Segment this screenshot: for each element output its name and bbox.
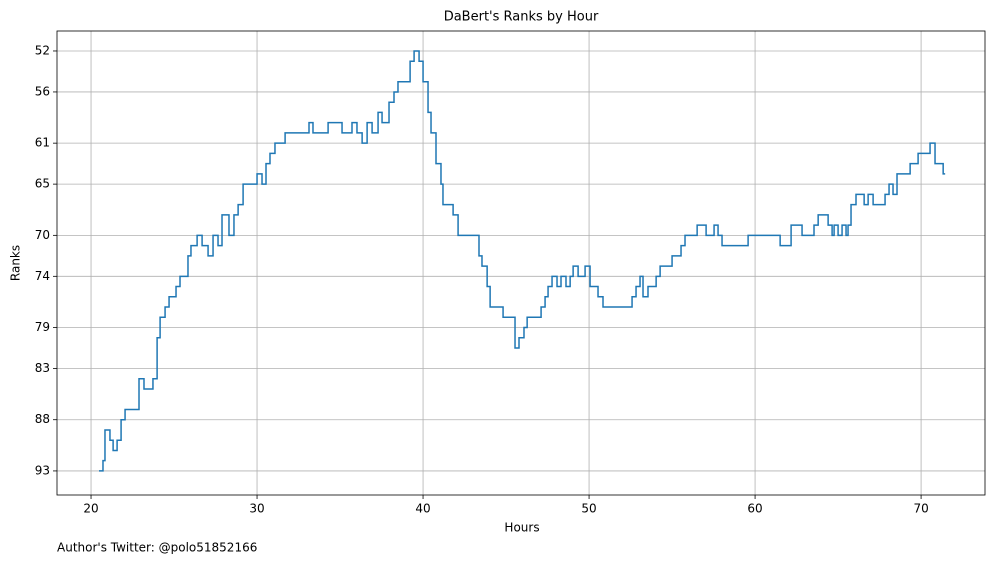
y-tick-label: 83: [35, 361, 50, 375]
y-tick-label: 79: [35, 320, 50, 334]
x-tick-label: 20: [83, 502, 98, 516]
y-tick-label: 52: [35, 43, 50, 57]
chart-title: DaBert's Ranks by Hour: [444, 10, 599, 25]
x-tick-label: 60: [747, 502, 762, 516]
line-series: [99, 50, 946, 472]
plot-frame: [56, 30, 986, 496]
y-tick-label: 88: [35, 412, 50, 426]
y-axis-label: Ranks: [9, 245, 23, 281]
y-tick-label: 61: [35, 136, 50, 150]
y-tick-label: 65: [35, 177, 50, 191]
y-tick-label: 93: [35, 463, 50, 477]
y-tick-label: 70: [35, 228, 50, 242]
x-tick-label: 50: [581, 502, 596, 516]
x-axis-label: Hours: [504, 521, 539, 535]
x-tick-label: 30: [249, 502, 264, 516]
x-tick-label: 70: [913, 502, 928, 516]
footer: Author's Twitter: @polo51852166: [57, 541, 257, 555]
y-tick-label: 56: [35, 84, 50, 98]
y-tick-label: 74: [35, 269, 50, 283]
x-tick-label: 40: [415, 502, 430, 516]
